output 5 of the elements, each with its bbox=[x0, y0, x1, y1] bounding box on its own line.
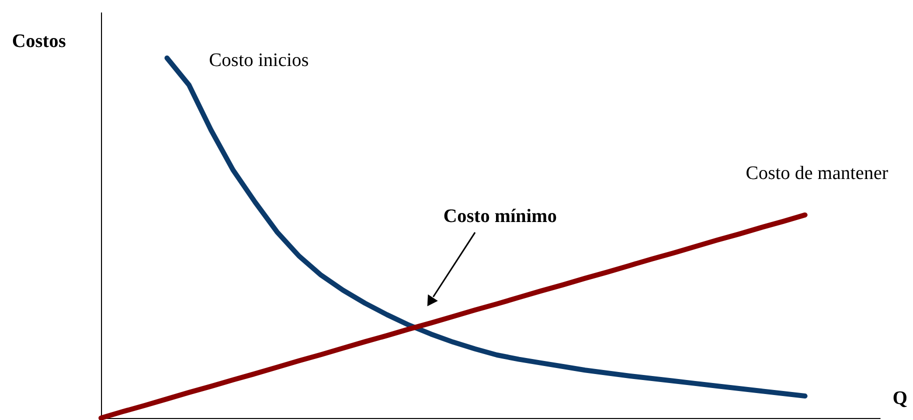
series-label: Costo inicios bbox=[209, 50, 309, 71]
text: Costo de mantener bbox=[746, 162, 889, 184]
x-axis-title: Q bbox=[892, 388, 908, 409]
y-axis-title: Costos bbox=[12, 31, 66, 52]
annotation: Costo mínimo bbox=[443, 206, 557, 227]
